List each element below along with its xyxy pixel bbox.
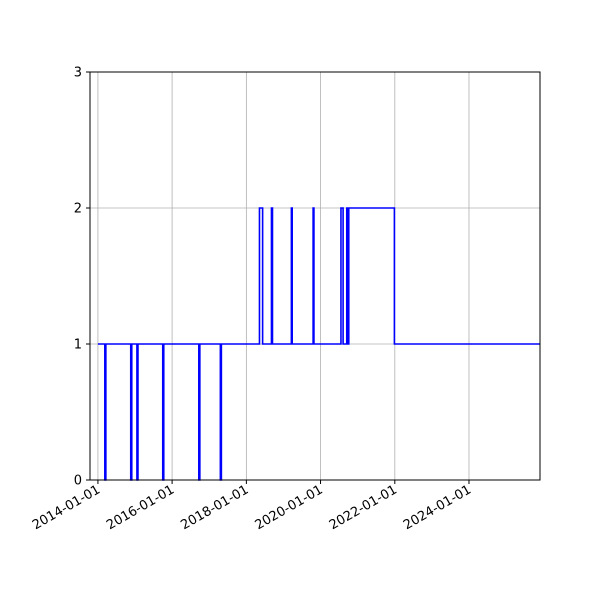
x-tick-label: 2020-01-01 bbox=[253, 482, 326, 533]
series-layer bbox=[97, 207, 540, 481]
y-axis: 0 1 2 3 bbox=[74, 66, 90, 489]
x-tick-label: 2014-01-01 bbox=[30, 482, 103, 533]
x-axis: 2014-01-01 2016-01-01 2018-01-01 2020-01-01… bbox=[30, 480, 474, 533]
y-tick-label: 3 bbox=[74, 66, 82, 81]
series-line bbox=[97, 207, 540, 481]
x-tick-label: 2024-01-01 bbox=[401, 482, 474, 533]
x-tick-label: 2018-01-01 bbox=[178, 482, 251, 533]
y-tick-label: 2 bbox=[74, 202, 82, 217]
grid-layer bbox=[90, 71, 540, 481]
y-tick-label: 1 bbox=[74, 338, 82, 353]
x-tick-label: 2016-01-01 bbox=[104, 482, 177, 533]
y-tick-label: 0 bbox=[74, 474, 82, 489]
plot-frame bbox=[89, 71, 541, 481]
x-tick-label: 2022-01-01 bbox=[327, 482, 400, 533]
